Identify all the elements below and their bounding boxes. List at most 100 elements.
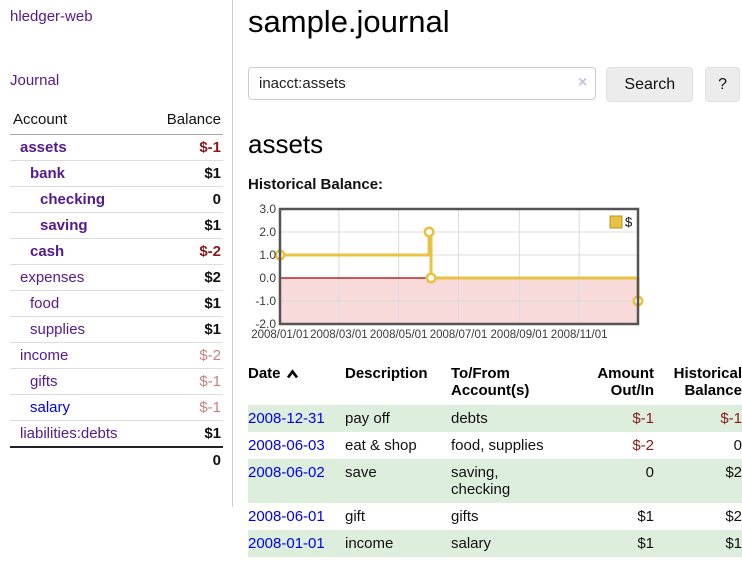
account-row: supplies $1 [10, 316, 223, 343]
account-balance: $1 [147, 316, 223, 343]
transaction-date-link[interactable]: 2008-06-03 [248, 437, 325, 454]
y-axis-tick-label: 0.0 [259, 271, 276, 285]
account-title: assets [248, 129, 324, 159]
search-form: × Search ? [248, 67, 740, 102]
y-axis-tick-label: 1.0 [259, 248, 276, 262]
account-link[interactable]: bank [30, 165, 66, 182]
account-row: food $1 [10, 290, 223, 317]
account-balance: $-1 [147, 134, 223, 161]
legend-label: $ [625, 215, 633, 230]
account-balance: $1 [147, 160, 223, 187]
transaction-date-link[interactable]: 2008-01-01 [248, 535, 325, 552]
transaction-accounts: debts [451, 405, 577, 432]
account-balance: $-1 [147, 368, 223, 395]
x-axis-tick-label: 2008/07/01 [430, 329, 488, 341]
account-balance: 0 [147, 186, 223, 213]
transaction-description: income [345, 530, 451, 557]
search-input[interactable] [248, 67, 597, 100]
transaction-amount: 0 [577, 459, 654, 503]
account-link[interactable]: saving [40, 217, 88, 234]
account-link[interactable]: checking [40, 191, 106, 208]
transaction-accounts: salary [451, 530, 577, 557]
search-button[interactable]: Search [606, 67, 694, 102]
register-table: Date Description To/From Account(s) Amou… [248, 363, 742, 557]
transaction-balance: $1 [654, 530, 742, 557]
account-link[interactable]: income [20, 347, 69, 364]
transaction-amount: $1 [637, 508, 654, 525]
account-row: income $-2 [10, 342, 223, 369]
help-button[interactable]: ? [705, 67, 740, 102]
y-axis-tick-label: -2.0 [255, 317, 276, 331]
transaction-balance: $2 [725, 508, 742, 525]
account-link[interactable]: cash [30, 243, 65, 260]
page: hledger-web Journal Account Balance asse… [10, 0, 742, 557]
account-row: expenses $2 [10, 264, 223, 291]
account-link[interactable]: liabilities:debts [20, 425, 118, 442]
table-row: 2008-01-01 income salary $1 $1 [248, 530, 742, 557]
register-header-balance: Historical Balance [673, 365, 742, 399]
account-row: gifts $-1 [10, 368, 223, 395]
transaction-balance: $2 [654, 459, 742, 503]
account-link[interactable]: salary [30, 399, 71, 416]
transaction-date-link[interactable]: 2008-12-31 [248, 410, 325, 427]
transaction-accounts: saving, checking [451, 459, 577, 503]
account-row: saving $1 [10, 212, 223, 239]
transaction-description: pay off [345, 405, 451, 432]
account-balance: $-2 [147, 342, 223, 369]
clear-search-icon[interactable]: × [578, 74, 588, 91]
transaction-balance: $-1 [654, 405, 742, 432]
account-row: salary $-1 [10, 394, 223, 421]
table-row: 2008-06-03 eat & shop food, supplies $-2 0 [248, 432, 742, 459]
sort-ascending-icon [286, 369, 298, 379]
account-balance: $2 [147, 264, 223, 291]
account-row: assets $-1 [10, 134, 223, 161]
account-balance: $1 [147, 290, 223, 317]
register-header-description: Description [345, 365, 428, 382]
account-balance: $1 [147, 212, 223, 239]
x-axis-tick-label: 2008/11/01 [551, 329, 608, 341]
x-axis-tick-label: 2008/05/01 [370, 329, 428, 341]
register-header-amount: Amount Out/In [597, 365, 654, 399]
transaction-balance: 0 [733, 437, 742, 454]
legend-swatch [609, 215, 623, 229]
app-title-link[interactable]: hledger-web [10, 8, 93, 25]
register-header-date[interactable]: Date [248, 363, 345, 405]
accounts-header-balance: Balance [147, 108, 223, 135]
account-row: liabilities:debts $1 [10, 420, 223, 448]
y-axis-tick-label: 3.0 [259, 202, 276, 216]
x-axis-tick-label: 2008/03/01 [310, 329, 368, 341]
y-axis-tick-label: -1.0 [255, 294, 276, 308]
transaction-date-link[interactable]: 2008-06-01 [248, 508, 325, 525]
account-link[interactable]: assets [20, 139, 67, 156]
transaction-date-link[interactable]: 2008-06-02 [248, 464, 325, 481]
x-axis-tick-label: 2008/01/01 [251, 329, 309, 341]
account-link[interactable]: food [30, 295, 60, 312]
account-row: bank $1 [10, 160, 223, 187]
transaction-amount: $-1 [577, 405, 654, 432]
accounts-total-row: 0 [10, 446, 223, 473]
main-content: sample.journal × Search ? assets Histori… [233, 0, 742, 557]
account-row: checking 0 [10, 186, 223, 213]
x-axis-tick-label: 2008/09/01 [491, 329, 549, 341]
page-title: sample.journal [248, 4, 450, 39]
transaction-amount: $1 [577, 530, 654, 557]
transaction-description: save [345, 459, 451, 503]
account-link[interactable]: supplies [30, 321, 86, 338]
account-balance: $1 [147, 420, 223, 448]
table-row: 2008-06-01 gift gifts $1 $2 [248, 503, 742, 530]
data-point-marker [423, 226, 435, 238]
accounts-header-account: Account [10, 108, 148, 135]
account-row: cash $-2 [10, 238, 223, 265]
transaction-accounts: gifts [451, 508, 479, 525]
plot-border [278, 207, 640, 326]
transaction-description: eat & shop [345, 437, 417, 454]
data-point-marker [425, 272, 437, 284]
chart-title: Historical Balance: [248, 176, 384, 193]
transaction-accounts: food, supplies [451, 437, 544, 454]
account-link[interactable]: expenses [20, 269, 85, 286]
accounts-table: Account Balance assets $-1 bank $1 checking 0… [10, 108, 223, 473]
sidebar-item-journal[interactable]: Journal [10, 72, 60, 89]
account-link[interactable]: gifts [30, 373, 58, 390]
transaction-description: gift [345, 508, 366, 525]
